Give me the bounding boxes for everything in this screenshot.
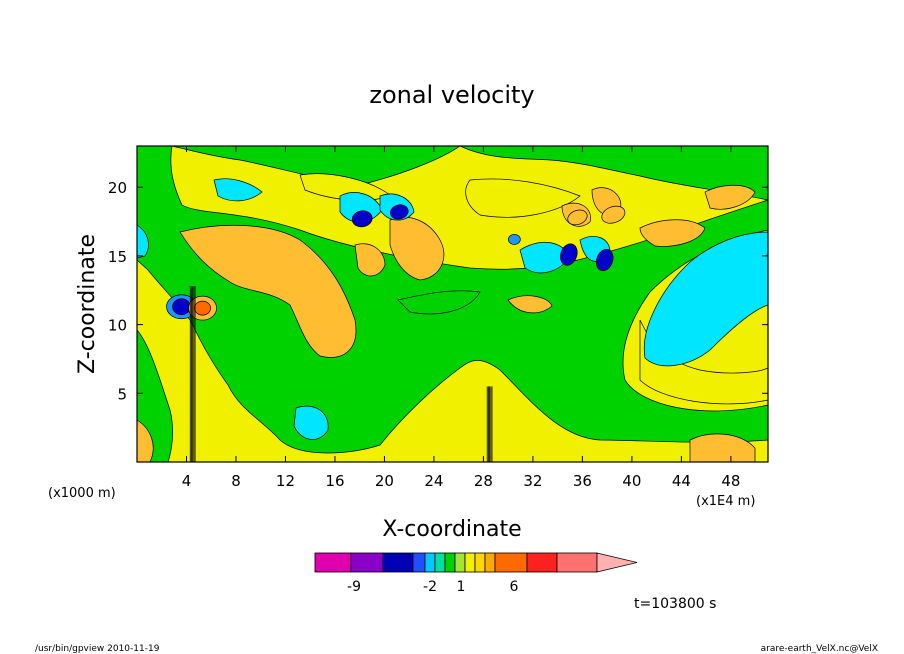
- contour-region-orange: [137, 419, 154, 462]
- x-tick-label: 16: [325, 472, 344, 490]
- contour-region-yellow: [465, 178, 581, 218]
- x-tick-label: 44: [672, 472, 691, 490]
- negative-core: [390, 204, 409, 220]
- colorbar-bin: [350, 552, 384, 573]
- colorbar-bin: [464, 552, 476, 573]
- contour-region-orange: [179, 224, 357, 358]
- colorbar-bin: [434, 552, 446, 573]
- colorbar-label: -9: [347, 579, 361, 595]
- x-tick-label: 8: [231, 472, 241, 490]
- contour-region-cyan: [137, 224, 149, 259]
- negative-core: [595, 248, 614, 272]
- x-tick-label: 36: [573, 472, 592, 490]
- x-tick-label: 28: [474, 472, 493, 490]
- y-tick-label: 10: [108, 317, 127, 335]
- contour-region-cyan: [643, 231, 768, 367]
- colorbar-extend-arrow: [596, 552, 638, 573]
- negative-core: [351, 210, 373, 228]
- x-tick-label: 32: [523, 472, 542, 490]
- contour-region-orange: [389, 216, 445, 281]
- contour-region-green: [397, 290, 481, 315]
- positive-core: [601, 205, 626, 224]
- positive-core: [194, 300, 211, 316]
- contour-region-cyan: [293, 406, 329, 440]
- plot-frame: [136, 145, 769, 463]
- colorbar-bin: [474, 552, 486, 573]
- footer-right: arare-earth_VelX.nc@VelX: [761, 644, 878, 654]
- contour-region-cyan: [213, 178, 263, 202]
- time-label: t=103800 s: [634, 596, 716, 612]
- contour-region-orange: [689, 433, 756, 462]
- colorbar-bin: [454, 552, 466, 573]
- colorbar-label: 6: [510, 579, 519, 595]
- y-axis-label: Z-coordinate: [75, 234, 100, 374]
- contour-region-orange: [507, 295, 553, 314]
- x-tick-label: 4: [182, 472, 192, 490]
- x-tick-label: 48: [721, 472, 740, 490]
- contour-fill-layer: [137, 146, 768, 462]
- colorbar-bin: [526, 552, 558, 573]
- colorbar: -9 -2 1 6: [314, 552, 638, 595]
- negative-core: [172, 298, 191, 316]
- y-tick-label: 15: [108, 248, 127, 266]
- x-tick-label: 40: [622, 472, 641, 490]
- x-unit-right: (x1E4 m): [696, 494, 755, 509]
- y-tick-label: 20: [108, 179, 127, 197]
- colorbar-bin: [382, 552, 414, 573]
- x-unit-left: (x1000 m): [48, 486, 116, 501]
- colorbar-bin: [424, 552, 436, 573]
- colorbar-bin: [556, 552, 598, 573]
- x-tick-label: 20: [375, 472, 394, 490]
- colorbar-label: 1: [457, 579, 466, 595]
- positive-core: [567, 209, 588, 226]
- colorbar-bin: [484, 552, 496, 573]
- contour-region-orange: [354, 243, 386, 277]
- contour-region-orange: [639, 219, 706, 247]
- chart-title: zonal velocity: [369, 81, 534, 109]
- colorbar-label: -2: [423, 579, 437, 595]
- footer-left: /usr/bin/gpview 2010-11-19: [35, 644, 160, 654]
- y-tick-label: 5: [117, 385, 127, 403]
- colorbar-bin: [444, 552, 456, 573]
- x-tick-label: 24: [424, 472, 443, 490]
- x-tick-label: 12: [276, 472, 295, 490]
- negative-core: [508, 234, 521, 245]
- colorbar-bin: [314, 552, 352, 573]
- colorbar-bin: [494, 552, 528, 573]
- contour-region-orange: [704, 184, 756, 210]
- x-axis-label: X-coordinate: [382, 517, 521, 542]
- colorbar-bin: [412, 552, 426, 573]
- negative-core: [560, 243, 578, 266]
